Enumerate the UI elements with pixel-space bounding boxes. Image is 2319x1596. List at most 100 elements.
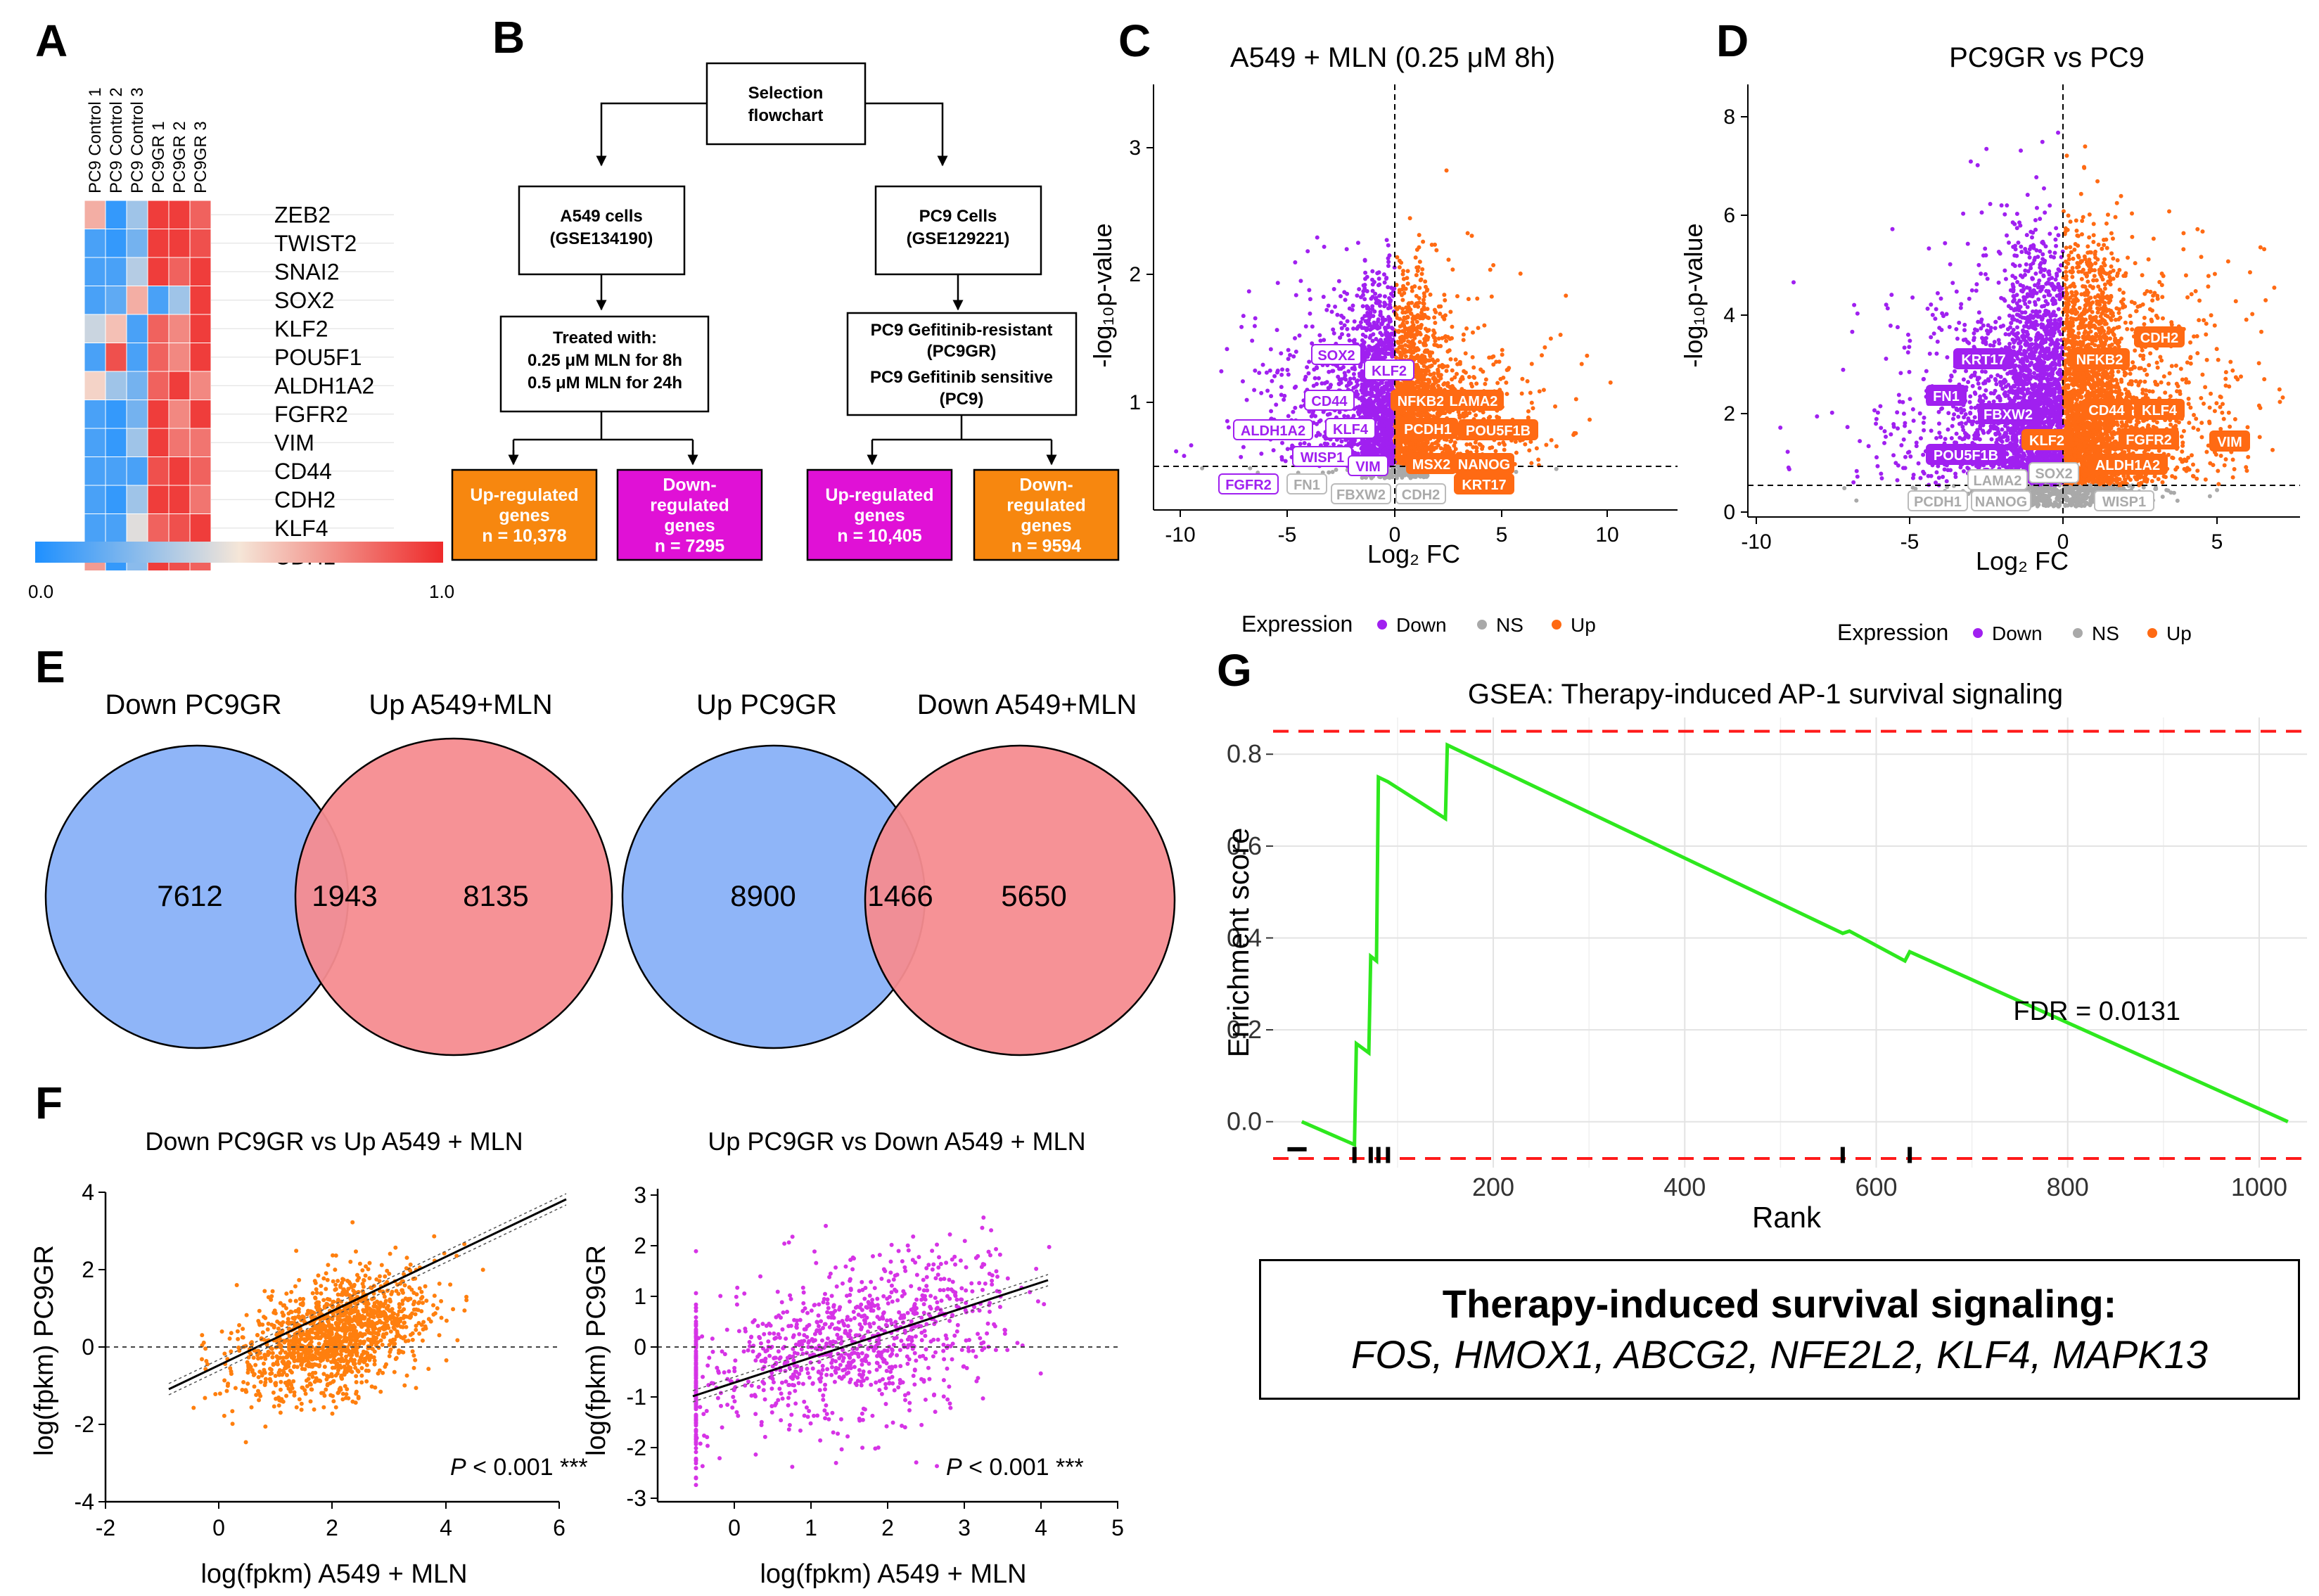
volcano-point: [2181, 231, 2186, 236]
volcano-point: [1436, 378, 1440, 383]
volcano-point: [1342, 290, 1347, 295]
heatmap-cell: [168, 400, 191, 429]
volcano-point: [1423, 326, 1428, 331]
volcano-point: [1412, 284, 1417, 289]
volcano-point: [1423, 284, 1428, 289]
volcano-point: [1400, 454, 1405, 459]
volcano-point: [1365, 409, 1370, 414]
volcano-point: [1182, 454, 1187, 459]
flow-treatment-box: [499, 315, 710, 413]
flow-outcome-text: n = 7295: [655, 537, 724, 556]
volcano-point: [1241, 445, 1246, 449]
volcano-point: [1372, 380, 1376, 385]
volcano-point: [1423, 412, 1428, 417]
volcano-point: [1528, 390, 1533, 395]
volcano-point: [1376, 270, 1381, 275]
volcano-point: [1298, 279, 1303, 283]
volcano-point: [1435, 358, 1440, 363]
volcano-point: [1477, 442, 1482, 447]
volcano-point: [1380, 413, 1385, 418]
volcano-point: [2149, 317, 2154, 322]
volcano-point: [1387, 296, 1392, 301]
volcano-point: [1413, 255, 1418, 260]
heatmap-cell: [126, 257, 148, 286]
volcano-point: [1529, 461, 1534, 466]
volcano-point: [2199, 435, 2204, 440]
volcano-point: [1305, 249, 1310, 254]
volcano-point: [1272, 374, 1277, 378]
volcano-point: [2196, 427, 2201, 432]
volcano-point: [2154, 360, 2159, 365]
volcano-point: [1400, 328, 1405, 333]
volcano-point: [1500, 352, 1505, 357]
volcano-point: [1464, 326, 1469, 331]
volcano-point: [1365, 347, 1370, 352]
volcano-point: [1427, 379, 1432, 384]
volcano-point: [1436, 370, 1440, 375]
volcano-point: [1907, 369, 1912, 374]
volcano-point: [1447, 348, 1452, 353]
volcano-point: [2180, 377, 2185, 382]
volcano-point: [1544, 442, 1549, 447]
volcano-point: [1436, 336, 1441, 341]
volcano-point: [1444, 168, 1449, 173]
heatmap-cell: [147, 400, 170, 429]
volcano-c-xlabel: Log₂ FC: [1367, 540, 1460, 568]
volcano-point: [1434, 248, 1439, 253]
volcano-point: [1331, 331, 1336, 336]
volcano-point: [1386, 243, 1391, 248]
volcano-point: [1326, 303, 1331, 308]
gene-label: FBXW2: [1336, 487, 1386, 503]
volcano-point: [1422, 340, 1427, 345]
volcano-x-tick: 10: [1595, 523, 1618, 547]
volcano-point: [1901, 437, 1906, 442]
volcano-point: [1428, 292, 1433, 297]
volcano-point: [2043, 210, 2048, 215]
volcano-point: [1322, 381, 1327, 385]
flow-treat-line2: 0.25 μM MLN for 8h: [528, 351, 682, 370]
volcano-point: [1346, 441, 1351, 446]
volcano-point: [1307, 359, 1312, 364]
gene-label: NFKB2: [1398, 394, 1445, 409]
heatmap-column-label: PC9GR 3: [191, 121, 210, 193]
volcano-point: [1564, 293, 1569, 298]
volcano-point: [1373, 291, 1378, 296]
volcano-point: [1450, 267, 1455, 272]
flow-outcome-box: [451, 468, 598, 561]
volcano-point: [1373, 347, 1378, 352]
volcano-point: [1529, 362, 1534, 366]
volcano-point: [1431, 375, 1436, 380]
colorbar-max-label: 1.0: [429, 581, 454, 602]
heatmap-cell: [147, 485, 170, 514]
volcano-point: [1265, 388, 1270, 393]
volcano-point: [1459, 375, 1464, 380]
volcano-point: [1514, 469, 1519, 474]
volcano-point: [2000, 427, 2005, 432]
volcano-point: [1433, 441, 1438, 446]
volcano-point: [1417, 371, 1422, 376]
flow-outcome-box: [616, 468, 763, 561]
volcano-point: [1523, 442, 1528, 447]
volcano-point: [1500, 347, 1505, 352]
volcano-point: [1540, 353, 1545, 358]
volcano-point: [1390, 470, 1395, 475]
volcano-point: [2173, 467, 2178, 472]
volcano-point: [1957, 320, 1962, 325]
heatmap-gene-label: CD44: [274, 459, 332, 484]
volcano-point: [1239, 324, 1244, 329]
volcano-point: [1395, 442, 1400, 447]
volcano-point: [1388, 319, 1393, 324]
volcano-point: [1450, 377, 1455, 382]
volcano-point: [1967, 296, 1972, 301]
volcano-point: [1260, 362, 1265, 367]
volcano-point: [1461, 332, 1466, 337]
volcano-point: [1362, 276, 1367, 281]
volcano-point: [1889, 293, 1894, 298]
volcano-point: [1408, 475, 1413, 480]
volcano-point: [1473, 440, 1478, 445]
volcano-point: [1419, 272, 1424, 276]
volcano-point: [1370, 307, 1375, 312]
volcano-point: [1274, 402, 1279, 407]
volcano-point: [1531, 406, 1535, 411]
volcano-point: [1464, 413, 1469, 418]
